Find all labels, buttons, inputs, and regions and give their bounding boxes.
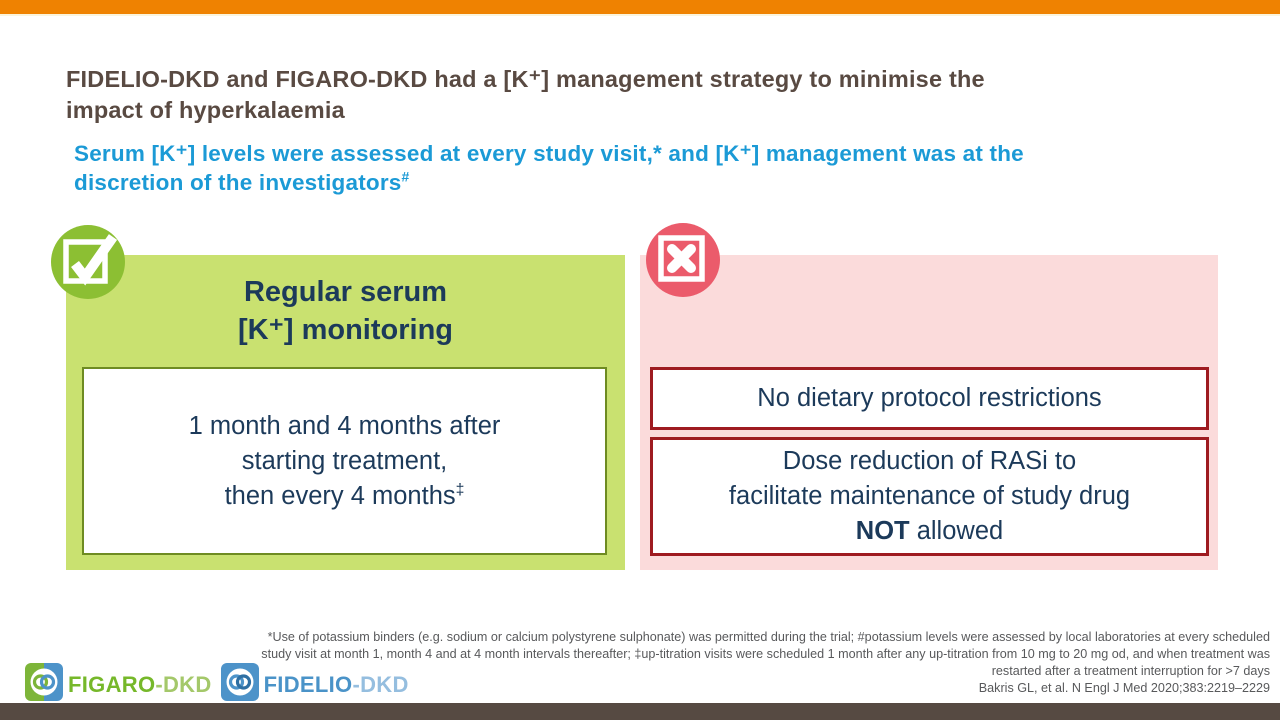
rasi-line-3: NOT allowed bbox=[856, 514, 1003, 549]
rasi-line-2: facilitate maintenance of study drug bbox=[728, 482, 1131, 510]
title-line-1: FIDELIO-DKD and FIGARO-DKD had a [K⁺] ma… bbox=[66, 66, 985, 92]
regular-monitoring-panel: Regular serum [K⁺] monitoring 1 month an… bbox=[51, 225, 625, 570]
not-allowed-panel: No dietary protocol restrictions Dose re… bbox=[640, 223, 1218, 570]
figaro-logo-text: FIGARO-DKD bbox=[68, 672, 212, 698]
fidelio-logo-icon bbox=[220, 663, 259, 706]
figaro-suffix: -DKD bbox=[155, 671, 212, 697]
schedule-superscript: ‡ bbox=[455, 481, 465, 498]
rasi-dose-reduction-box: Dose reduction of RASi to facilitate mai… bbox=[650, 437, 1209, 556]
allowed-text: allowed bbox=[909, 517, 1004, 545]
fidelio-name: FIDELIO bbox=[263, 671, 353, 697]
schedule-line-2: starting treatment, bbox=[241, 446, 448, 475]
schedule-line-1: 1 month and 4 months after bbox=[188, 411, 501, 440]
top-accent-bar bbox=[0, 0, 1280, 16]
schedule-line-3-text: then every 4 months bbox=[224, 481, 456, 510]
subtitle-superscript: # bbox=[401, 168, 410, 185]
figaro-logo-icon bbox=[25, 663, 63, 706]
fidelio-suffix: -DKD bbox=[352, 671, 409, 697]
not-emphasis: NOT bbox=[855, 517, 910, 545]
bottom-accent-bar bbox=[0, 703, 1280, 720]
fidelio-logo-text: FIDELIO-DKD bbox=[264, 672, 409, 698]
footnote-line-1: *Use of potassium binders (e.g. sodium o… bbox=[267, 630, 1270, 644]
subtitle-line-2-text: discretion of the investigators bbox=[74, 170, 402, 195]
title-line-2: impact of hyperkalaemia bbox=[66, 97, 345, 123]
monitoring-schedule-box: 1 month and 4 months after starting trea… bbox=[82, 367, 607, 555]
monitoring-title-line-2: [K⁺] monitoring bbox=[237, 314, 454, 346]
monitoring-title-line-1: Regular serum bbox=[243, 276, 448, 308]
monitoring-panel-title: Regular serum [K⁺] monitoring bbox=[66, 273, 625, 349]
study-logos: FIGARO-DKD FIDELIO-DKD bbox=[25, 663, 409, 706]
footnote-line-2: study visit at month 1, month 4 and at 4… bbox=[261, 647, 1270, 661]
checked-checkbox-icon bbox=[50, 224, 126, 300]
crossed-checkbox-icon bbox=[645, 222, 721, 298]
subtitle-line-1: Serum [K⁺] levels were assessed at every… bbox=[74, 141, 1024, 166]
citation-reference: Bakris GL, et al. N Engl J Med 2020;383:… bbox=[978, 681, 1270, 695]
slide-subtitle: Serum [K⁺] levels were assessed at every… bbox=[74, 139, 1194, 197]
subtitle-line-2: discretion of the investigators# bbox=[74, 168, 1194, 197]
no-dietary-restrictions-box: No dietary protocol restrictions bbox=[650, 367, 1209, 430]
slide-title: FIDELIO-DKD and FIGARO-DKD had a [K⁺] ma… bbox=[66, 64, 1226, 126]
schedule-line-3: then every 4 months‡ bbox=[225, 479, 465, 514]
figaro-dkd-logo: FIGARO-DKD bbox=[25, 663, 212, 706]
no-dietary-restrictions-text: No dietary protocol restrictions bbox=[757, 384, 1102, 412]
fidelio-dkd-logo: FIDELIO-DKD bbox=[220, 663, 409, 706]
footnotes: *Use of potassium binders (e.g. sodium o… bbox=[125, 629, 1270, 697]
figaro-name: FIGARO bbox=[68, 671, 156, 697]
footnote-line-3: restarted after a treatment interruption… bbox=[991, 664, 1270, 678]
rasi-line-1: Dose reduction of RASi to bbox=[782, 447, 1077, 475]
